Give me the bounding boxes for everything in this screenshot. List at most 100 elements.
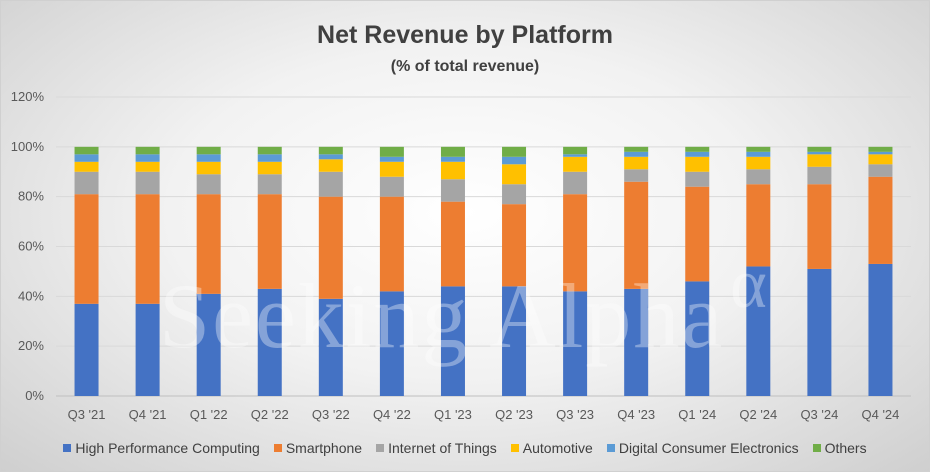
legend-swatch — [273, 444, 282, 452]
bar-segment — [685, 281, 710, 396]
y-tick-label: 80% — [18, 189, 44, 204]
bar-segment — [379, 291, 404, 396]
bar-segment — [196, 146, 221, 155]
legend-label: High Performance Computing — [75, 440, 260, 456]
bar-segment — [746, 151, 771, 157]
x-tick-label: Q3 '23 — [556, 407, 594, 422]
x-tick-label: Q2 '24 — [739, 407, 777, 422]
bar-segment — [563, 156, 588, 172]
bar-segment — [318, 171, 343, 197]
bar-segment — [257, 288, 282, 396]
bar-segment — [502, 204, 527, 287]
x-tick-label: Q3 '22 — [312, 407, 350, 422]
bar-segment — [257, 154, 282, 162]
x-tick-label: Q2 '22 — [251, 407, 289, 422]
bar-segment — [746, 146, 771, 152]
bar-segment — [685, 151, 710, 157]
bar-segment — [807, 146, 832, 152]
y-tick-label: 20% — [18, 338, 44, 353]
bar-segment — [807, 268, 832, 396]
y-tick-label: 100% — [11, 139, 45, 154]
x-tick-label: Q2 '23 — [495, 407, 533, 422]
bar-segment — [135, 171, 160, 195]
bar-segment — [196, 154, 221, 162]
legend-item: Automotive — [510, 440, 593, 456]
bar-segment — [318, 146, 343, 155]
bar-segment — [74, 161, 99, 172]
bar-segment — [563, 146, 588, 155]
legend-label: Automotive — [522, 440, 593, 456]
legend-swatch — [376, 444, 385, 452]
bar-segment — [563, 154, 588, 157]
bar-segment — [196, 194, 221, 294]
bar-segment — [502, 184, 527, 205]
bar-segment — [685, 186, 710, 282]
bar-segment — [74, 194, 99, 304]
chart-legend: High Performance Computing Smartphone Inte… — [1, 440, 929, 456]
bar-segment — [685, 156, 710, 172]
bar-segment — [135, 154, 160, 162]
bar-segment — [440, 161, 465, 180]
x-tick-label: Q4 '22 — [373, 407, 411, 422]
bar-segment — [807, 184, 832, 269]
bar-segment — [379, 161, 404, 177]
bar-segment — [74, 171, 99, 195]
legend-label: Digital Consumer Electronics — [618, 440, 799, 456]
y-tick-label: 40% — [18, 288, 44, 303]
y-tick-label: 120% — [11, 89, 45, 104]
bar-segment — [624, 156, 649, 170]
legend-swatch — [510, 444, 519, 452]
bar-segment — [257, 174, 282, 195]
bar-segment — [318, 196, 343, 299]
bar-segment — [379, 146, 404, 157]
bar-segment — [685, 146, 710, 152]
bar-segment — [563, 171, 588, 195]
bar-segment — [746, 266, 771, 396]
bar-segment — [624, 151, 649, 157]
x-tick-label: Q4 '23 — [617, 407, 655, 422]
x-tick-label: Q3 '24 — [800, 407, 838, 422]
bar-segment — [868, 176, 893, 264]
bar-segment — [868, 151, 893, 155]
bar-segment — [563, 194, 588, 292]
bar-segment — [746, 184, 771, 267]
legend-label: Internet of Things — [388, 440, 497, 456]
bar-segment — [563, 291, 588, 396]
bar-segment — [868, 154, 893, 165]
bar-segment — [196, 293, 221, 396]
bar-segment — [74, 146, 99, 155]
bar-segment — [685, 171, 710, 187]
bar-segment — [746, 169, 771, 185]
bar-segment — [440, 201, 465, 287]
bar-segment — [868, 146, 893, 152]
legend-item: Smartphone — [273, 440, 362, 456]
bar-segment — [318, 154, 343, 160]
legend-swatch — [606, 444, 615, 452]
x-tick-label: Q1 '24 — [678, 407, 716, 422]
bar-segment — [135, 194, 160, 304]
bar-segment — [379, 196, 404, 292]
legend-swatch — [63, 444, 72, 452]
bar-segment — [379, 156, 404, 162]
bar-segment — [135, 146, 160, 155]
bar-segment — [257, 161, 282, 175]
bar-segment — [624, 288, 649, 396]
bar-segment — [624, 146, 649, 152]
x-tick-label: Q3 '21 — [68, 407, 106, 422]
bar-segment — [624, 169, 649, 182]
bar-segment — [502, 156, 527, 165]
bar-segment — [196, 174, 221, 195]
bar-segment — [807, 151, 832, 155]
chart-title: Net Revenue by Platform — [317, 21, 613, 49]
bar-segment — [624, 181, 649, 289]
x-tick-label: Q4 '21 — [129, 407, 167, 422]
legend-item: High Performance Computing — [63, 440, 260, 456]
bar-segment — [502, 164, 527, 185]
legend-item: Internet of Things — [376, 440, 497, 456]
bar-segment — [440, 146, 465, 157]
legend-item: Digital Consumer Electronics — [606, 440, 799, 456]
bar-segment — [135, 303, 160, 396]
y-tick-label: 0% — [25, 388, 44, 403]
